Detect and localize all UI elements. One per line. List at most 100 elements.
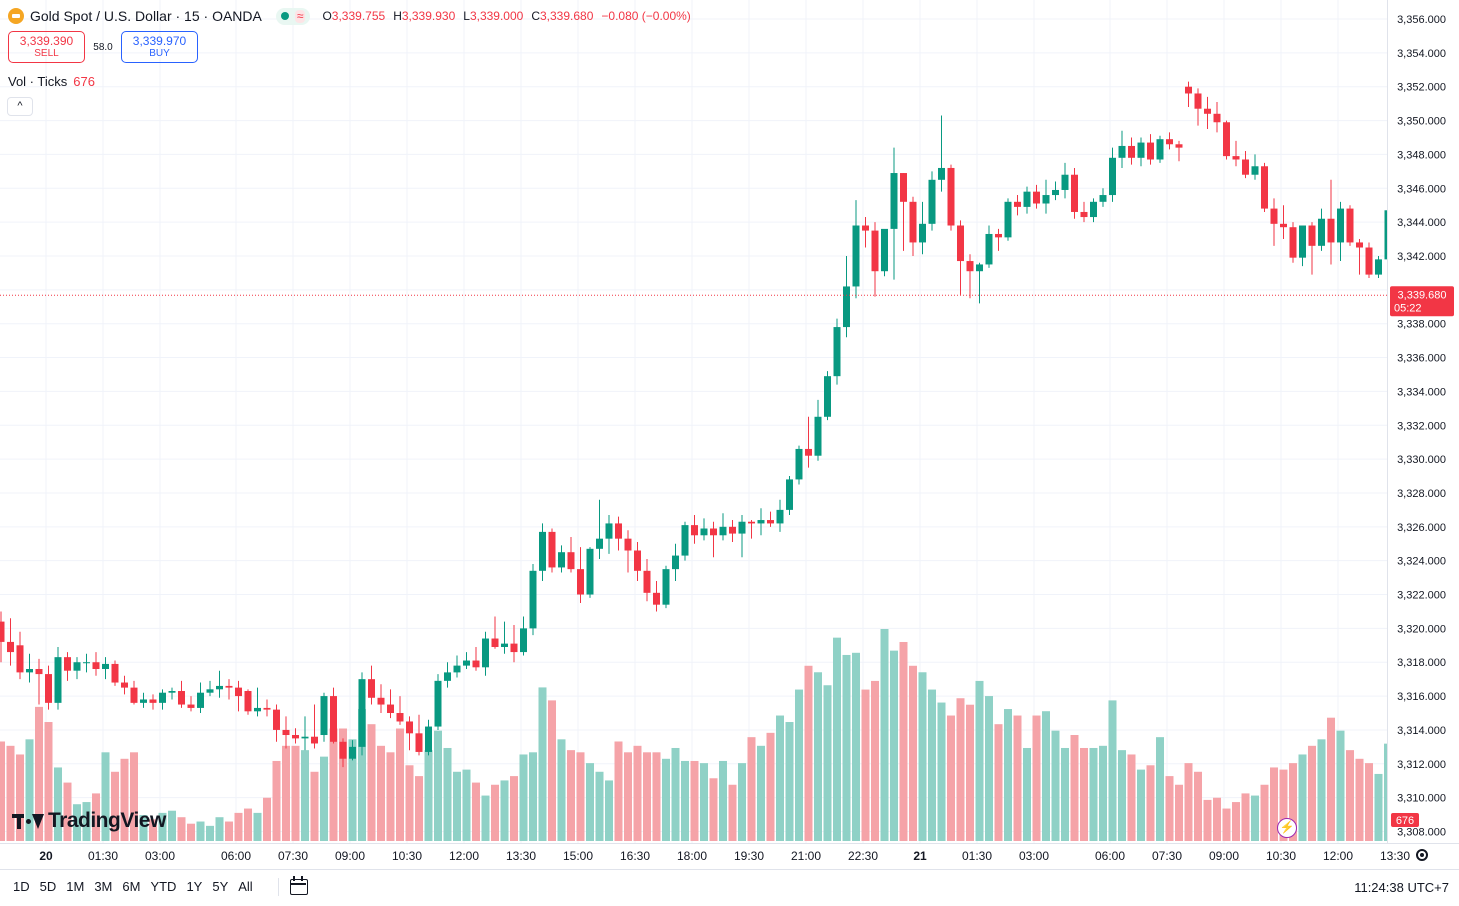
candle-body [586, 548, 594, 595]
volume-bar [595, 771, 604, 841]
candle-body [1109, 157, 1116, 196]
price-tick-label: 3,320.000 [1397, 623, 1446, 635]
candle-body [168, 691, 176, 693]
time-tick-label: 03:00 [1019, 849, 1049, 863]
candle-body [643, 570, 651, 593]
time-axis[interactable]: 20 01:30 03:00 06:00 07:30 09:00 10:30 12:00 13:… [0, 843, 1459, 869]
go-to-date-calendar-icon[interactable] [290, 876, 308, 895]
chart-settings-gear-icon[interactable] [1416, 849, 1428, 861]
price-tick-label: 3,338.000 [1397, 319, 1446, 331]
tradingview-logo[interactable]: TradingView [12, 809, 166, 833]
candle-body [178, 691, 185, 705]
current-price-label: 3,339.680 [1398, 289, 1447, 301]
sell-button[interactable]: 3,339.390 SELL [8, 31, 85, 63]
candle-body [149, 699, 157, 703]
market-status-pill[interactable]: ≈ [275, 7, 311, 25]
candle-body [1137, 142, 1145, 158]
time-tick-label: 09:00 [335, 849, 365, 863]
candle-body [1232, 156, 1240, 160]
price-tick-label: 3,310.000 [1397, 793, 1446, 805]
candle-body [54, 657, 62, 703]
volume-bar [1260, 784, 1269, 841]
candle-body [510, 643, 518, 653]
volume-bar [234, 812, 243, 841]
volume-bar [0, 741, 5, 841]
volume-bar [1279, 769, 1288, 841]
candle-body [833, 327, 841, 377]
volume-bar [909, 665, 917, 841]
volume-bar [130, 752, 138, 841]
volume-bar [576, 752, 585, 841]
candle-body [776, 509, 784, 524]
volume-bar [890, 650, 898, 841]
volume-bar [1355, 758, 1364, 841]
candle-body [1318, 218, 1325, 246]
volume-bar [1289, 763, 1297, 841]
range-5d-button[interactable]: 5D [39, 879, 57, 894]
range-3m-button[interactable]: 3M [94, 879, 113, 894]
volume-bar [1232, 802, 1240, 841]
symbol-title[interactable]: Gold Spot / U.S. Dollar · 15 · OANDA [30, 8, 262, 24]
volume-bar [63, 782, 72, 841]
candle-body [909, 201, 917, 243]
candle-body [1356, 242, 1363, 248]
candle-body [567, 552, 575, 570]
volume-legend[interactable]: Vol · Ticks 676 [8, 74, 95, 89]
volume-bar [567, 750, 575, 841]
candle-body [767, 520, 774, 524]
candle-body [1014, 201, 1021, 207]
volume-bar [54, 767, 62, 841]
candle-body [396, 713, 404, 722]
time-tick-label: 07:30 [1152, 849, 1182, 863]
volume-bar [82, 802, 91, 841]
candle-body [187, 704, 195, 708]
volume-bar [557, 739, 566, 841]
gold-symbol-icon [8, 8, 24, 24]
candle-body [7, 641, 14, 653]
volume-bar [1365, 763, 1373, 841]
volume-bar [605, 780, 613, 841]
volume-bar [814, 672, 822, 841]
candle-body [26, 669, 33, 673]
candle-body [1052, 189, 1059, 196]
range-ytd-button[interactable]: YTD [150, 879, 177, 894]
time-tick-label: 21 [913, 849, 927, 863]
volume-bar [529, 752, 537, 841]
candle-body [520, 628, 527, 653]
collapse-indicators-button[interactable]: ^ [7, 97, 33, 116]
volume-bar [320, 756, 328, 841]
lightning-icon[interactable]: ⚡ [1277, 818, 1297, 838]
volume-bar [681, 760, 689, 841]
candle-body [1384, 210, 1387, 260]
candle-body [1308, 225, 1316, 246]
volume-bar [871, 680, 879, 841]
time-tick-label: 12:00 [449, 849, 479, 863]
candle-body [0, 621, 5, 642]
volume-bar [1023, 747, 1031, 841]
open-value: 3,339.755 [331, 9, 386, 23]
volume-bar [795, 689, 803, 841]
range-5y-button[interactable]: 5Y [212, 879, 229, 894]
buy-button[interactable]: 3,339.970 BUY [121, 31, 198, 63]
candle-body [871, 230, 879, 272]
candle-body [1223, 122, 1230, 157]
range-all-button[interactable]: All [238, 879, 253, 894]
volume-bar [1108, 700, 1117, 841]
candle-body [35, 669, 43, 675]
candle-body [1166, 139, 1173, 145]
price-tick-label: 3,334.000 [1397, 386, 1446, 398]
candle-body [491, 638, 499, 647]
volume-bar [1317, 739, 1326, 841]
volume-bar [652, 752, 661, 841]
price-chart[interactable] [0, 0, 1387, 843]
volume-bar [785, 722, 794, 841]
range-1y-button[interactable]: 1Y [186, 879, 203, 894]
volume-bar [1308, 745, 1316, 841]
volume-bar [206, 825, 214, 841]
candle-body [130, 687, 138, 703]
range-1m-button[interactable]: 1M [66, 879, 85, 894]
price-axis[interactable]: 3,356.000 3,354.000 3,352.000 3,350.000 3,34… [1387, 0, 1459, 843]
clock-timezone[interactable]: 11:24:38 UTC+7 [1354, 880, 1449, 895]
range-6m-button[interactable]: 6M [122, 879, 141, 894]
range-1d-button[interactable]: 1D [13, 879, 30, 894]
